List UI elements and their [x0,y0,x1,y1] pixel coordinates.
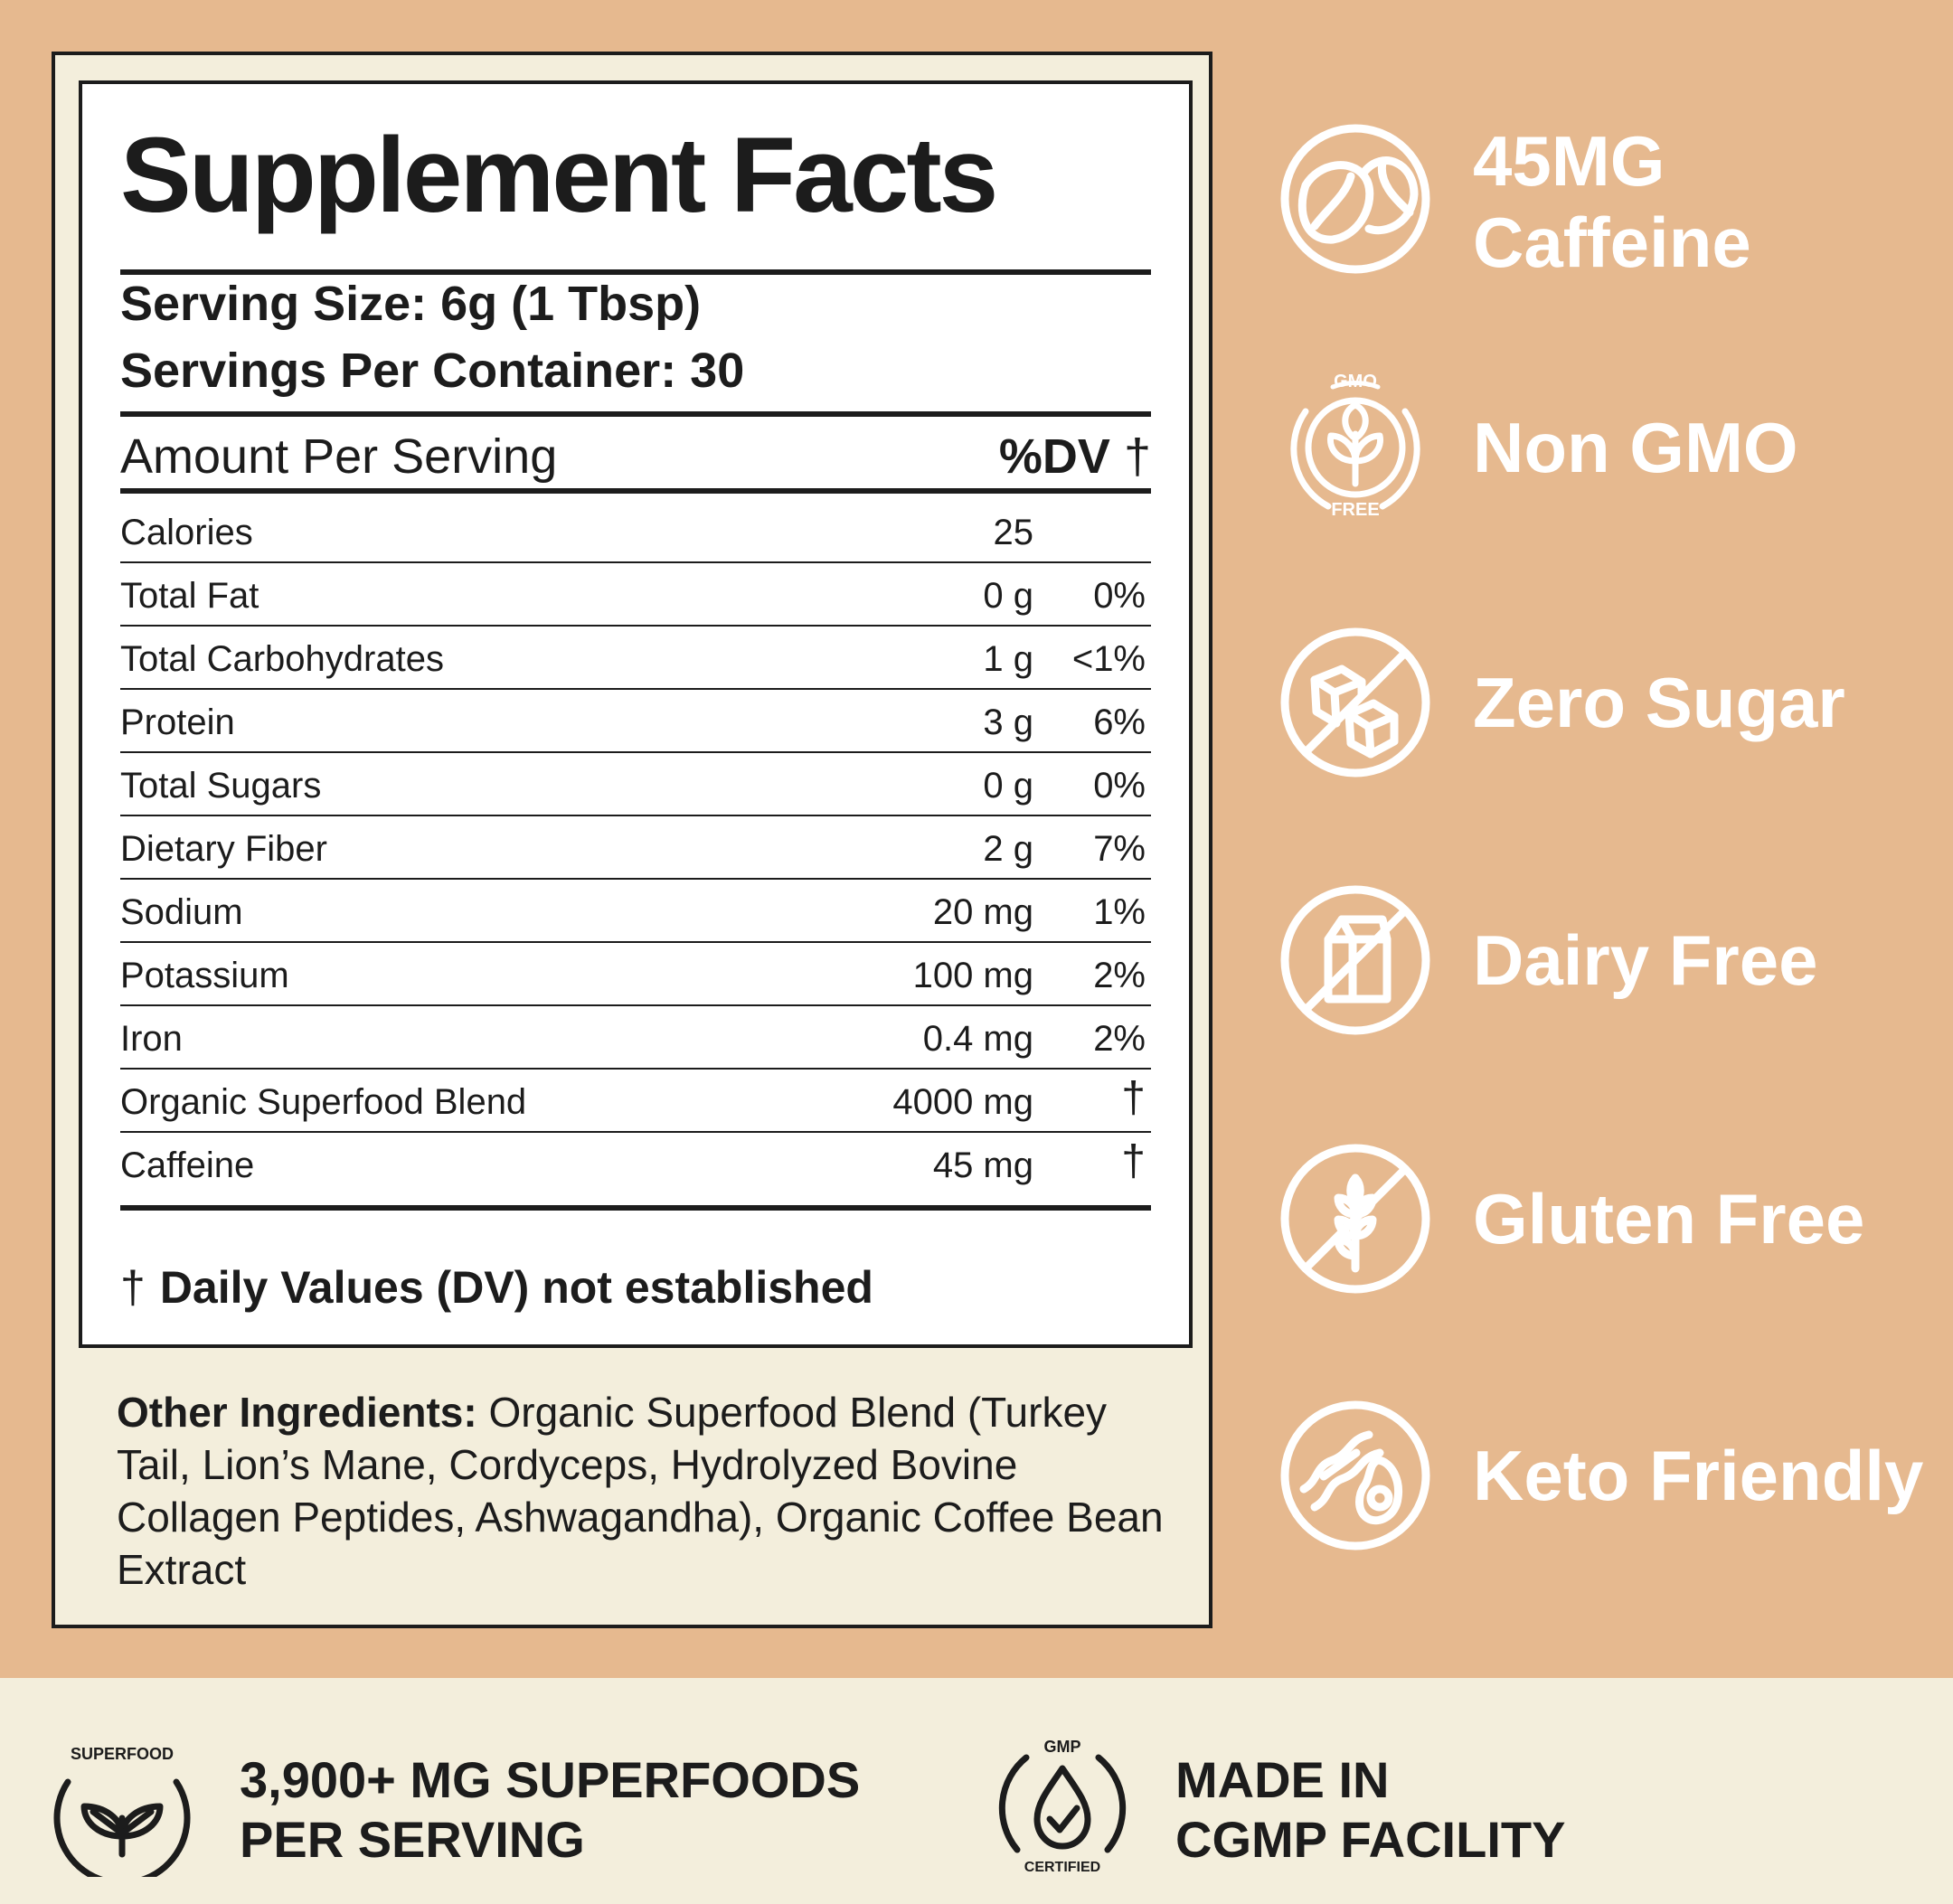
servings-per-container: Servings Per Container: 30 [120,344,745,398]
nutrient-amount: 45 mg [932,1145,1033,1185]
table-row: Caffeine 45 mg † [120,1133,1151,1196]
nutrient-dv: 0% [1093,766,1146,806]
badge-dairy-free: Dairy Free [1278,883,1929,1037]
nutrient-dv: † [1121,1074,1146,1122]
gmp-ring-text: GMP [1043,1738,1080,1756]
free-ring-text: FREE [1331,500,1379,520]
gmp-certified-icon: GMP CERTIFIED [998,1738,1127,1875]
nutrient-name: Protein [120,702,235,742]
no-sugar-cubes-icon [1280,627,1430,778]
bottom-band: SUPERFOOD 3,900+ MG SUPERFOODS PER SERVI… [0,1678,1953,1904]
superfoods-callout: SUPERFOOD 3,900+ MG SUPERFOODS PER SERVI… [50,1678,863,1904]
dagger-symbol: † [120,1262,146,1313]
badge-non-gmo-label: Non GMO [1473,408,1798,487]
nutrient-name: Sodium [120,892,243,932]
gmp-callout: GMP CERTIFIED MADE IN CGMP FACILITY [990,1678,1804,1904]
superfoods-text: 3,900+ MG SUPERFOODS PER SERVING [240,1750,860,1870]
nutrient-amount: 3 g [983,702,1033,742]
divider [120,1205,1151,1211]
nutrient-dv: 0% [1093,576,1146,616]
nutrient-dv: 2% [1093,1019,1146,1059]
badge-gluten-free: Gluten Free [1278,1142,1929,1296]
nutrient-amount: 100 mg [912,956,1033,995]
nutrient-dv: 7% [1093,829,1146,869]
nutrient-amount: 25 [993,513,1034,552]
facts-title: Supplement Facts [120,116,998,235]
badge-zero-sugar-label: Zero Sugar [1473,663,1845,742]
table-row: Total Carbohydrates 1 g <1% [120,627,1151,690]
ingredients-text: Organic Superfood Blend (Turkey Tail, Li… [117,1389,1164,1593]
badge-zero-sugar: Zero Sugar [1278,626,1929,779]
supplement-facts-box: Supplement Facts Serving Size: 6g (1 Tbs… [79,80,1193,1348]
badge-keto-friendly: Keto Friendly [1278,1399,1929,1552]
coffee-bean-icon [1280,124,1430,274]
superfood-ring-text: SUPERFOOD [71,1745,174,1763]
nutrient-amount: 20 mg [932,892,1033,932]
table-row: Protein 3 g 6% [120,690,1151,753]
dv-header-label: %DV [998,429,1110,484]
dv-footnote: † Daily Values (DV) not established [120,1265,873,1310]
nutrient-amount: 2 g [983,829,1033,869]
nutrient-dv: † [1121,1137,1146,1185]
amount-per-serving-label: Amount Per Serving [120,429,558,484]
nutrient-name: Iron [120,1019,183,1059]
other-ingredients: Other Ingredients: Organic Superfood Ble… [117,1386,1165,1596]
badge-caffeine-amount: 45MG [1473,121,1665,201]
gmp-line2: CGMP FACILITY [1175,1811,1566,1868]
ingredients-label: Other Ingredients: [117,1389,477,1436]
superfoods-line1: 3,900+ MG SUPERFOODS [240,1751,861,1808]
serving-size: Serving Size: 6g (1 Tbsp) [120,277,702,331]
table-row: Organic Superfood Blend 4000 mg † [120,1070,1151,1133]
nutrient-rows: Calories 25 Total Fat 0 g 0% Total Carbohyd… [120,500,1151,1196]
divider [120,411,1151,417]
gmo-free-leaf-icon: GMO FREE [1290,372,1420,520]
nutrient-name: Calories [120,513,253,552]
table-row: Total Sugars 0 g 0% [120,753,1151,816]
nutrient-name: Organic Superfood Blend [120,1082,527,1122]
dagger-symbol: † [1123,429,1151,484]
superfoods-line2: PER SERVING [240,1811,585,1868]
bacon-avocado-icon [1280,1400,1430,1551]
nutrient-name: Potassium [120,956,289,995]
no-wheat-icon [1280,1144,1430,1294]
nutrient-amount: 0 g [983,576,1033,616]
facts-panel: Supplement Facts Serving Size: 6g (1 Tbs… [52,52,1212,1628]
table-row: Calories 25 [120,500,1151,563]
nutrient-name: Total Sugars [120,766,322,806]
gmp-line1: MADE IN [1175,1751,1390,1808]
nutrient-name: Total Carbohydrates [120,639,444,679]
divider [120,269,1151,275]
badge-caffeine-label: Caffeine [1473,203,1751,282]
certified-ring-text: CERTIFIED [1024,1860,1100,1875]
table-row: Sodium 20 mg 1% [120,880,1151,943]
nutrient-name: Total Fat [120,576,259,616]
nutrient-dv: <1% [1071,639,1146,679]
table-row: Dietary Fiber 2 g 7% [120,816,1151,880]
badge-keto-friendly-label: Keto Friendly [1473,1436,1924,1515]
nutrient-name: Dietary Fiber [120,829,327,869]
dv-header: %DV † [999,432,1151,481]
nutrient-dv: 2% [1093,956,1146,995]
badge-caffeine: 45MG Caffeine [1278,121,1929,282]
gmp-text: MADE IN CGMP FACILITY [1175,1750,1565,1870]
divider [120,488,1151,494]
badge-gluten-free-label: Gluten Free [1473,1179,1865,1258]
table-row: Total Fat 0 g 0% [120,563,1151,627]
amount-header: Amount Per Serving %DV † [120,432,1151,486]
footnote-text: Daily Values (DV) not established [159,1262,873,1313]
table-row: Potassium 100 mg 2% [120,943,1151,1006]
nutrient-dv: 6% [1093,702,1146,742]
no-milk-carton-icon [1280,885,1430,1035]
nutrient-dv: 1% [1093,892,1146,932]
nutrient-name: Caffeine [120,1145,255,1185]
nutrient-amount: 1 g [983,639,1033,679]
badge-dairy-free-label: Dairy Free [1473,920,1818,1000]
nutrient-amount: 0 g [983,766,1033,806]
superfood-leaf-icon: SUPERFOOD [53,1745,191,1877]
nutrient-amount: 4000 mg [892,1082,1033,1122]
nutrient-amount: 0.4 mg [922,1019,1033,1059]
gmo-ring-text: GMO [1334,372,1377,391]
badge-non-gmo: GMO FREE Non GMO [1278,371,1929,524]
table-row: Iron 0.4 mg 2% [120,1006,1151,1070]
